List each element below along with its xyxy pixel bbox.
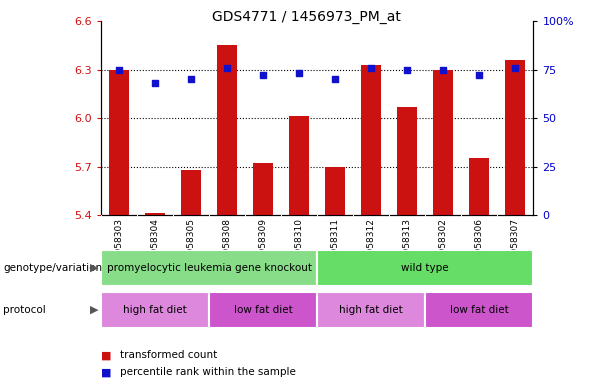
Bar [318,292,425,328]
Text: promyelocytic leukemia gene knockout: promyelocytic leukemia gene knockout [107,263,311,273]
Bar [181,170,201,215]
Bar [145,214,165,215]
Text: GSM958305: GSM958305 [187,218,196,273]
Text: wild type: wild type [402,263,449,273]
Point [186,76,196,83]
Text: GSM958302: GSM958302 [439,218,447,273]
Bar [326,167,345,215]
Bar [425,292,533,328]
Text: genotype/variation: genotype/variation [3,263,102,273]
Text: GSM958306: GSM958306 [475,218,484,273]
Text: protocol: protocol [3,305,46,315]
Text: GSM958308: GSM958308 [223,218,232,273]
Bar [433,70,453,215]
Text: GSM958310: GSM958310 [295,218,303,273]
Text: low fat diet: low fat diet [450,305,509,315]
Bar [289,116,309,215]
Point [114,66,124,73]
Bar [318,250,533,286]
Text: ■: ■ [101,350,112,360]
Text: GSM958307: GSM958307 [511,218,520,273]
Point [294,70,304,76]
Text: GSM958311: GSM958311 [331,218,340,273]
Bar [397,107,417,215]
Text: percentile rank within the sample: percentile rank within the sample [120,367,295,377]
Text: ▶: ▶ [89,263,98,273]
Text: transformed count: transformed count [120,350,217,360]
Bar [217,45,237,215]
Bar [109,70,129,215]
Text: low fat diet: low fat diet [234,305,292,315]
Text: ▶: ▶ [89,305,98,315]
Text: GDS4771 / 1456973_PM_at: GDS4771 / 1456973_PM_at [212,10,401,23]
Point [223,65,232,71]
Point [511,65,520,71]
Point [258,72,268,78]
Point [474,72,484,78]
Text: GSM958312: GSM958312 [367,218,376,273]
Point [330,76,340,83]
Text: ■: ■ [101,367,112,377]
Bar [253,163,273,215]
Point [367,65,376,71]
Point [150,80,160,86]
Bar [361,65,381,215]
Bar [101,250,318,286]
Bar [101,292,209,328]
Text: GSM958304: GSM958304 [151,218,159,273]
Point [402,66,412,73]
Text: GSM958309: GSM958309 [259,218,268,273]
Text: high fat diet: high fat diet [340,305,403,315]
Bar [505,60,525,215]
Point [438,66,448,73]
Text: GSM958303: GSM958303 [115,218,124,273]
Bar [209,292,318,328]
Text: high fat diet: high fat diet [123,305,187,315]
Text: GSM958313: GSM958313 [403,218,412,273]
Bar [470,159,489,215]
